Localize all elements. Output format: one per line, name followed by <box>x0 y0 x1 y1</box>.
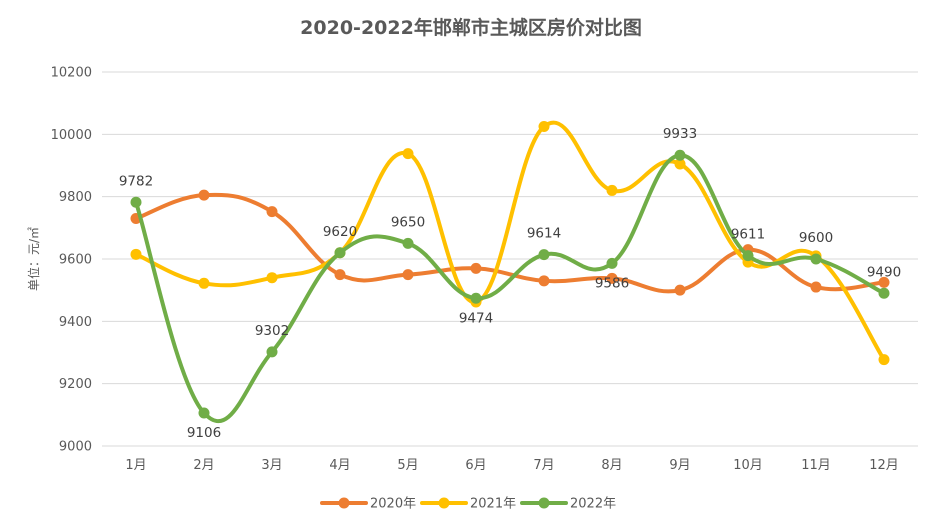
x-tick-label: 8月 <box>601 458 622 473</box>
data-point <box>470 262 482 274</box>
data-point <box>334 269 346 281</box>
data-point <box>878 354 890 366</box>
data-point <box>674 284 686 296</box>
legend-item: 2020年 <box>320 497 416 512</box>
data-point <box>402 237 414 249</box>
data-point <box>538 121 550 133</box>
series-3 <box>130 149 890 424</box>
data-point <box>538 249 550 261</box>
x-tick-label: 7月 <box>533 458 554 473</box>
x-tick-label: 3月 <box>261 458 282 473</box>
data-point <box>266 206 278 218</box>
data-point <box>810 281 822 293</box>
data-point <box>266 346 278 358</box>
data-labels: 9782 9106 9302 9620 9650 9474 9614 9586 9933 9611… <box>119 126 901 441</box>
y-tick-label: 10200 <box>51 66 92 81</box>
series-2 <box>130 120 890 366</box>
x-tick-label: 2月 <box>193 458 214 473</box>
data-point <box>810 253 822 265</box>
x-tick-label: 10月 <box>733 458 763 473</box>
y-tick-label: 9800 <box>59 190 92 205</box>
legend-swatch-marker <box>538 497 550 509</box>
data-label: 9106 <box>187 425 221 441</box>
x-axis-ticks: 1月 2月 3月 4月 5月 6月 7月 8月 9月 10月 11月 12月 <box>125 458 898 473</box>
legend: 2020年 2021年 2022年 <box>320 497 616 512</box>
data-point <box>402 269 414 281</box>
data-point <box>130 248 142 260</box>
data-point <box>470 292 482 304</box>
x-tick-label: 11月 <box>801 458 831 473</box>
data-label: 9586 <box>595 275 629 291</box>
series-line <box>134 153 886 424</box>
x-tick-label: 4月 <box>329 458 350 473</box>
data-point <box>878 287 890 299</box>
data-point <box>878 276 890 288</box>
data-label: 9474 <box>459 310 493 326</box>
data-point <box>266 272 278 284</box>
data-point <box>198 189 210 201</box>
series-line <box>134 120 886 362</box>
y-tick-label: 9000 <box>59 440 92 455</box>
x-tick-label: 5月 <box>397 458 418 473</box>
y-tick-label: 9200 <box>59 377 92 392</box>
data-label: 9490 <box>867 264 901 280</box>
data-point <box>130 196 142 208</box>
y-tick-label: 9400 <box>59 315 92 330</box>
data-point <box>742 250 754 262</box>
data-point <box>606 184 618 196</box>
legend-item: 2021年 <box>420 497 516 512</box>
legend-label: 2020年 <box>370 497 416 512</box>
data-label: 9614 <box>527 226 561 242</box>
chart-title: 2020-2022年邯郸市主城区房价对比图 <box>300 16 642 39</box>
data-label: 9782 <box>119 173 153 189</box>
data-point <box>334 247 346 259</box>
series-line <box>134 192 886 294</box>
x-tick-label: 9月 <box>669 458 690 473</box>
data-label: 9650 <box>391 214 425 230</box>
x-tick-label: 12月 <box>869 458 899 473</box>
y-axis-ticks: 9000 9200 9400 9600 9800 10000 10200 <box>51 66 92 455</box>
data-label: 9620 <box>323 224 357 240</box>
data-point <box>538 275 550 287</box>
data-point <box>674 149 686 161</box>
data-label: 9302 <box>255 323 289 339</box>
data-point <box>606 272 618 284</box>
legend-label: 2022年 <box>570 497 616 512</box>
data-point <box>402 148 414 160</box>
legend-item: 2022年 <box>520 497 616 512</box>
data-point <box>674 158 686 170</box>
y-axis-label: 单位：元/㎡ <box>26 227 41 291</box>
legend-swatch-marker <box>438 497 450 509</box>
x-tick-label: 1月 <box>125 458 146 473</box>
data-label: 9611 <box>731 227 765 243</box>
series-lines <box>130 120 890 424</box>
data-label: 9600 <box>799 230 833 246</box>
data-label: 9933 <box>663 126 697 142</box>
legend-swatch-marker <box>338 497 350 509</box>
legend-label: 2021年 <box>470 497 516 512</box>
data-point <box>606 257 618 269</box>
data-point <box>198 407 210 419</box>
data-point <box>198 277 210 289</box>
x-tick-label: 6月 <box>465 458 486 473</box>
y-tick-label: 10000 <box>51 128 92 143</box>
y-tick-label: 9600 <box>59 253 92 268</box>
